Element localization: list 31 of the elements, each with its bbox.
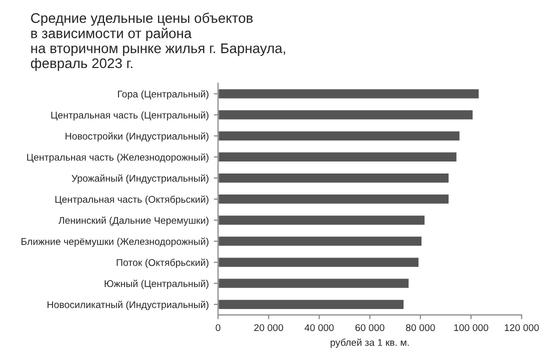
y-tick-label: Поток (Октябрьский) <box>116 258 208 268</box>
bar <box>218 256 420 268</box>
bar <box>218 172 450 184</box>
y-tick-label: Новостройки (Индустриальный) <box>66 132 208 142</box>
bar <box>218 108 474 121</box>
bar <box>218 151 458 163</box>
x-tick-label: 0 <box>216 324 220 332</box>
y-tick-label: Гора (Центральный) <box>118 90 208 100</box>
bar <box>218 214 426 226</box>
x-tick-label: 60 000 <box>355 324 384 332</box>
y-tick-label: Урожайный (Индустриальный) <box>72 174 208 184</box>
chart-title: Средние удельные цены объектов в зависимости от района на вторичном рынке жилья г. Барнаула, февраль 2023 г. <box>30 12 286 71</box>
x-axis-title: рублей за 1 кв. м. <box>330 338 409 348</box>
x-tick-label: 40 000 <box>304 324 334 332</box>
y-tick-label: Южный (Центральный) <box>104 280 208 289</box>
bar <box>218 130 461 142</box>
bar <box>218 235 423 248</box>
x-tick-label: 100 000 <box>454 324 488 332</box>
bar <box>218 88 480 100</box>
bar <box>218 193 450 206</box>
y-tick-label: Центральная часть (Железнодорожный) <box>27 153 208 163</box>
y-tick-label: Новосиликатный (Индустриальный) <box>48 300 208 310</box>
bar <box>218 298 405 310</box>
y-tick-label: Центральная часть (Октябрьский) <box>55 195 208 205</box>
y-tick-label: Центральная часть (Центральный) <box>51 111 208 120</box>
y-tick-label: Ближние черёмушки (Железнодорожный) <box>22 238 208 247</box>
x-tick-label: 120 000 <box>504 324 539 332</box>
x-tick-label: 80 000 <box>406 324 435 332</box>
bar <box>218 277 410 290</box>
x-tick-label: 20 000 <box>254 324 284 332</box>
y-tick-label: Ленинский (Дальние Черемушки) <box>58 216 208 226</box>
